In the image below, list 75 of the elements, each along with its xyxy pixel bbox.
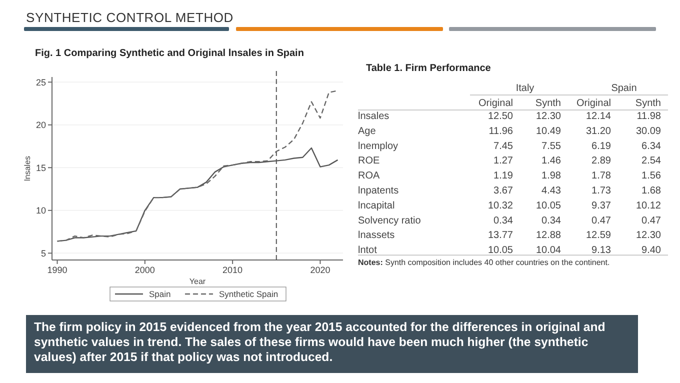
category-label: Solvency ratio bbox=[358, 215, 421, 226]
category-label: ROA bbox=[358, 170, 380, 182]
text: 9.37 bbox=[592, 200, 611, 212]
text: 1.73 bbox=[592, 186, 611, 196]
text: 7.45 bbox=[494, 140, 513, 152]
text: 12.30 bbox=[536, 111, 561, 122]
text: 2.89 bbox=[592, 156, 611, 167]
text: 6.19 bbox=[592, 140, 611, 152]
category-label: Original bbox=[576, 98, 611, 109]
category-label: Synth bbox=[635, 98, 661, 109]
text: 11.98 bbox=[636, 111, 661, 122]
category-label: lnemploy bbox=[358, 140, 398, 152]
line-series bbox=[56, 90, 338, 242]
category-label: lnsales bbox=[358, 111, 390, 122]
text: The firm policy in 2015 evidenced from the year 2015 accounted for the differences in original and synthetic values in trend. The sales of these firms would have been much higher (the synthetic values) after 2015 if that policy was not introduced. bbox=[34, 320, 606, 364]
text: 12.59 bbox=[586, 230, 611, 242]
text: 1.27 bbox=[494, 156, 513, 167]
y-tick-label: 20 bbox=[36, 120, 46, 130]
text: 1.68 bbox=[642, 186, 661, 196]
text: 9.13 bbox=[592, 245, 611, 256]
text: 13.77 bbox=[488, 230, 513, 242]
text: Table 1. Firm Performance bbox=[366, 63, 492, 74]
text: 31.20 bbox=[586, 126, 611, 137]
text: Italy bbox=[516, 83, 534, 94]
y-tick-label: 5 bbox=[40, 248, 46, 258]
category-label: Original bbox=[478, 98, 513, 109]
text: 10.04 bbox=[536, 245, 561, 256]
text: 7.55 bbox=[542, 140, 561, 152]
text: 0.34 bbox=[542, 215, 561, 226]
category-label: Age bbox=[358, 126, 376, 137]
text: 10.12 bbox=[636, 200, 661, 212]
y-tick-label: 15 bbox=[36, 162, 46, 173]
legend-label: Spain bbox=[149, 288, 172, 299]
text: 10.05 bbox=[488, 245, 513, 256]
x-tick-label: 1990 bbox=[47, 265, 68, 275]
category-label: ROE bbox=[358, 156, 380, 167]
category-label: lncapital bbox=[358, 200, 395, 212]
text: 2.54 bbox=[642, 156, 661, 167]
text: 11.96 bbox=[488, 126, 513, 137]
text: 1.56 bbox=[642, 170, 661, 182]
text: Spain bbox=[611, 83, 637, 94]
text: 12.30 bbox=[636, 230, 661, 242]
text: 3.67 bbox=[494, 186, 513, 196]
text: 12.50 bbox=[488, 111, 513, 122]
text: 1.78 bbox=[592, 170, 611, 182]
x-tick-label: 2000 bbox=[134, 265, 155, 275]
category-label: lntot bbox=[358, 245, 377, 256]
category-label: Synth bbox=[535, 98, 561, 109]
chart-title: Fig. 1 Comparing Synthetic and Original lnsales in Spain bbox=[35, 48, 304, 59]
text: 0.34 bbox=[494, 215, 513, 226]
y-tick-label: 25 bbox=[36, 77, 46, 88]
text: Notes: Synth composition includes 40 other countries on the continent. bbox=[358, 258, 610, 268]
x-tick-label: 2010 bbox=[222, 265, 243, 275]
text: 0.47 bbox=[642, 215, 661, 226]
text: 0.47 bbox=[592, 215, 611, 226]
text: 12.88 bbox=[536, 230, 561, 242]
text: SYNTHETIC CONTROL METHOD bbox=[26, 10, 234, 25]
text: 10.49 bbox=[536, 126, 561, 137]
y-axis-title: lnsales bbox=[23, 156, 32, 181]
text: 1.98 bbox=[542, 170, 561, 182]
text: 4.43 bbox=[542, 186, 561, 196]
x-tick-label: 2020 bbox=[310, 265, 330, 275]
category-label: lnassets bbox=[358, 230, 395, 242]
text: 9.40 bbox=[642, 245, 661, 256]
text: 1.46 bbox=[542, 156, 561, 167]
x-axis-title: Year bbox=[189, 277, 206, 286]
legend-label: Synthetic Spain bbox=[219, 288, 278, 299]
text: 10.32 bbox=[488, 200, 513, 212]
text: 10.05 bbox=[536, 200, 561, 212]
y-tick-label: 10 bbox=[36, 206, 46, 216]
text: 30.09 bbox=[636, 126, 661, 137]
text: 1.19 bbox=[494, 170, 513, 182]
category-label: lnpatents bbox=[358, 186, 399, 196]
text: 12.14 bbox=[586, 111, 611, 122]
text: 6.34 bbox=[642, 140, 661, 152]
